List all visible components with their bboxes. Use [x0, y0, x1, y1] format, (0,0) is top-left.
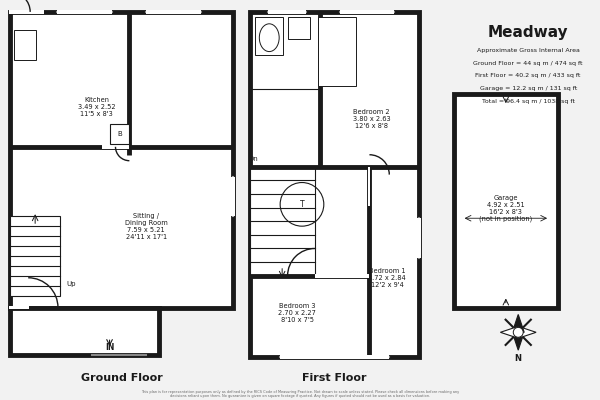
Bar [250, 167, 315, 276]
Polygon shape [512, 332, 524, 350]
Text: Ground Floor: Ground Floor [80, 373, 163, 383]
Bar [14, 30, 36, 60]
Bar [318, 17, 356, 86]
Polygon shape [512, 314, 524, 332]
Bar [268, 10, 306, 14]
Bar [256, 17, 283, 54]
Bar [315, 274, 370, 278]
Text: IN: IN [105, 343, 114, 352]
Text: Bedroom 1
3.72 x 2.84
12'2 x 9'4: Bedroom 1 3.72 x 2.84 12'2 x 9'4 [368, 268, 406, 288]
Text: Ground Floor = 44 sq m / 474 sq ft: Ground Floor = 44 sq m / 474 sq ft [473, 60, 583, 66]
Bar [146, 10, 201, 14]
Text: This plan is for representation purposes only as defined by the RICS Code of Mea: This plan is for representation purposes… [141, 390, 459, 398]
Bar [417, 218, 421, 258]
Ellipse shape [259, 24, 279, 52]
Text: Meadway: Meadway [488, 25, 568, 40]
Text: Approximate Gross Internal Area: Approximate Gross Internal Area [477, 48, 580, 53]
Text: First Floor: First Floor [302, 373, 367, 383]
Bar [368, 167, 370, 206]
Text: Up: Up [66, 281, 76, 287]
Text: B: B [117, 131, 122, 137]
Text: First Floor = 40.2 sq m / 433 sq ft: First Floor = 40.2 sq m / 433 sq ft [475, 74, 581, 78]
Bar [10, 12, 233, 308]
Text: Garage = 12.2 sq m / 131 sq ft: Garage = 12.2 sq m / 131 sq ft [479, 86, 577, 91]
Bar [288, 17, 310, 39]
Text: Garage
4.92 x 2.51
16'2 x 8'3
(not in position): Garage 4.92 x 2.51 16'2 x 8'3 (not in po… [479, 194, 532, 222]
Text: Dn: Dn [248, 156, 258, 162]
Text: N: N [515, 354, 522, 363]
Bar [57, 10, 112, 14]
Text: Bedroom 2
3.80 x 2.63
12'6 x 8'8: Bedroom 2 3.80 x 2.63 12'6 x 8'8 [353, 109, 390, 129]
Bar [101, 145, 130, 149]
Bar [10, 10, 44, 14]
Polygon shape [500, 326, 518, 338]
Bar [110, 124, 130, 144]
Bar [10, 308, 159, 355]
Bar [10, 216, 60, 296]
Text: T: T [299, 200, 304, 209]
Bar [454, 94, 558, 308]
Bar [280, 355, 389, 359]
Bar [340, 10, 394, 14]
Text: Sitting /
Dining Room
7.59 x 5.21
24'11 x 17'1: Sitting / Dining Room 7.59 x 5.21 24'11 … [125, 213, 167, 240]
Text: Kitchen
3.49 x 2.52
11'5 x 8'3: Kitchen 3.49 x 2.52 11'5 x 8'3 [78, 97, 115, 117]
Bar [10, 306, 29, 310]
Text: Total = 96.4 sq m / 1038 sq ft: Total = 96.4 sq m / 1038 sq ft [482, 99, 575, 104]
Text: Bedroom 3
2.70 x 2.27
8'10 x 7'5: Bedroom 3 2.70 x 2.27 8'10 x 7'5 [278, 304, 316, 324]
Bar [250, 12, 419, 357]
Circle shape [513, 327, 523, 337]
Polygon shape [518, 326, 536, 338]
Bar [230, 176, 235, 216]
